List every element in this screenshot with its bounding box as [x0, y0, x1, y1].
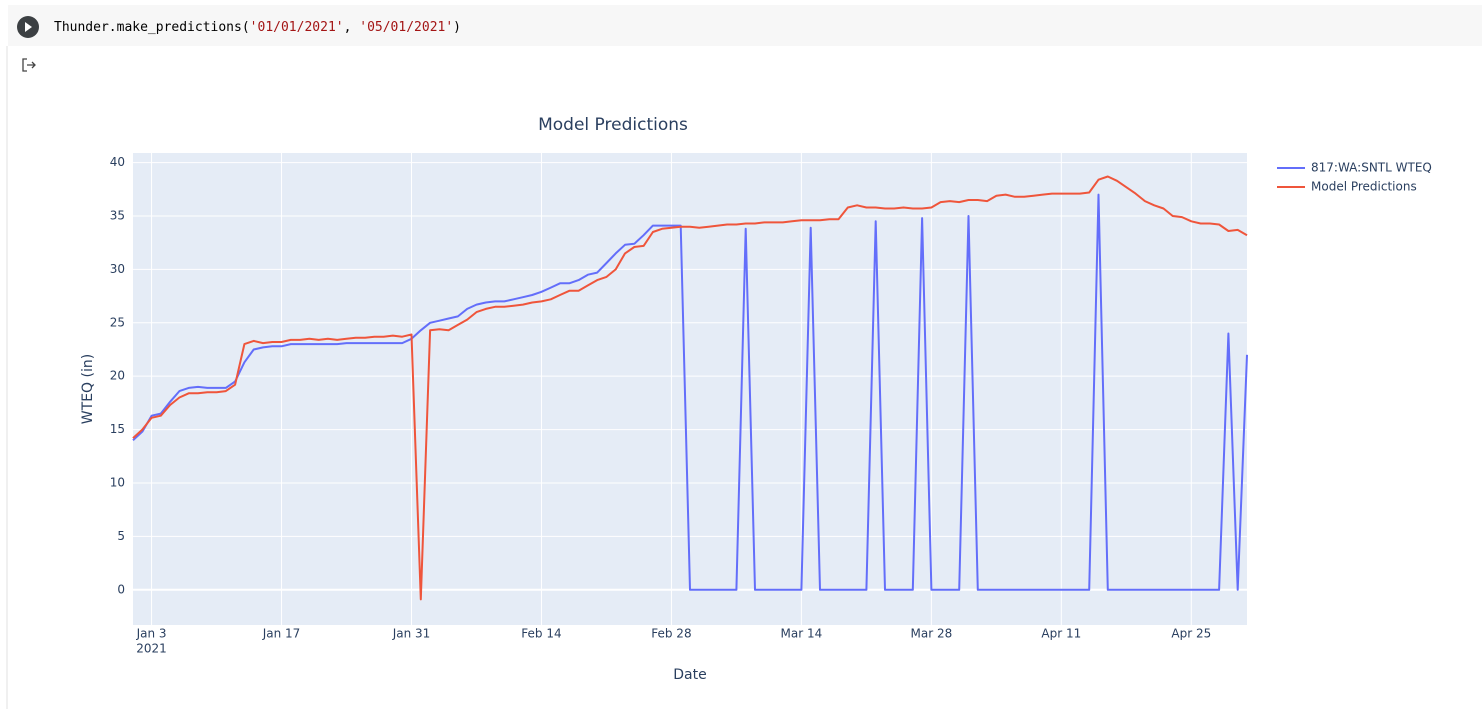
legend-label: 817:WA:SNTL WTEQ — [1311, 161, 1432, 175]
output-icon[interactable] — [22, 58, 36, 72]
output-icon-box[interactable] — [22, 58, 27, 72]
y-tick-label: 30 — [110, 262, 125, 276]
code-string: '01/01/2021' — [250, 20, 344, 35]
output-icon-arrow[interactable] — [27, 61, 36, 69]
code-part: ) — [453, 20, 461, 35]
series-line — [132, 193, 1248, 591]
chart-title: Model Predictions — [538, 115, 688, 135]
x-tick-label: Apr 11 — [1041, 627, 1081, 641]
run-button[interactable] — [17, 16, 39, 38]
y-tick-label: 40 — [110, 155, 125, 169]
y-axis-label: WTEQ (in) — [80, 354, 96, 424]
code-string: '05/01/2021' — [359, 20, 453, 35]
y-tick-label: 10 — [110, 475, 125, 489]
y-tick-label: 25 — [110, 315, 125, 329]
lines — [132, 175, 1248, 601]
y-tick-label: 15 — [110, 422, 125, 436]
left-gutter — [0, 0, 7, 709]
code-part: Thunder.make_predictions( — [54, 20, 250, 35]
x-tick-label: Feb 14 — [521, 627, 561, 641]
run-icon[interactable] — [25, 22, 32, 32]
legend-label: Model Predictions — [1311, 180, 1417, 194]
x-tick-label: Mar 14 — [781, 627, 823, 641]
code-part: , — [344, 20, 360, 35]
x-tick-label: Feb 28 — [651, 627, 691, 641]
x-tick-label: Jan 3 — [136, 627, 167, 641]
y-tick-label: 5 — [117, 529, 125, 543]
x-tick-label: Mar 28 — [910, 627, 952, 641]
y-tick-label: 0 — [117, 582, 125, 596]
x-tick-label: Jan 31 — [392, 627, 431, 641]
x-tick-label: Apr 25 — [1171, 627, 1211, 641]
series-line — [132, 175, 1248, 601]
y-tick-label: 35 — [110, 209, 125, 223]
y-tick-label: 20 — [110, 369, 125, 383]
x-tick-label: Jan 17 — [262, 627, 301, 641]
x-axis-label: Date — [673, 667, 706, 683]
x-tick-year: 2021 — [136, 642, 167, 656]
code-text: Thunder.make_predictions('01/01/2021', '… — [54, 20, 461, 35]
code-cell — [8, 5, 1482, 46]
